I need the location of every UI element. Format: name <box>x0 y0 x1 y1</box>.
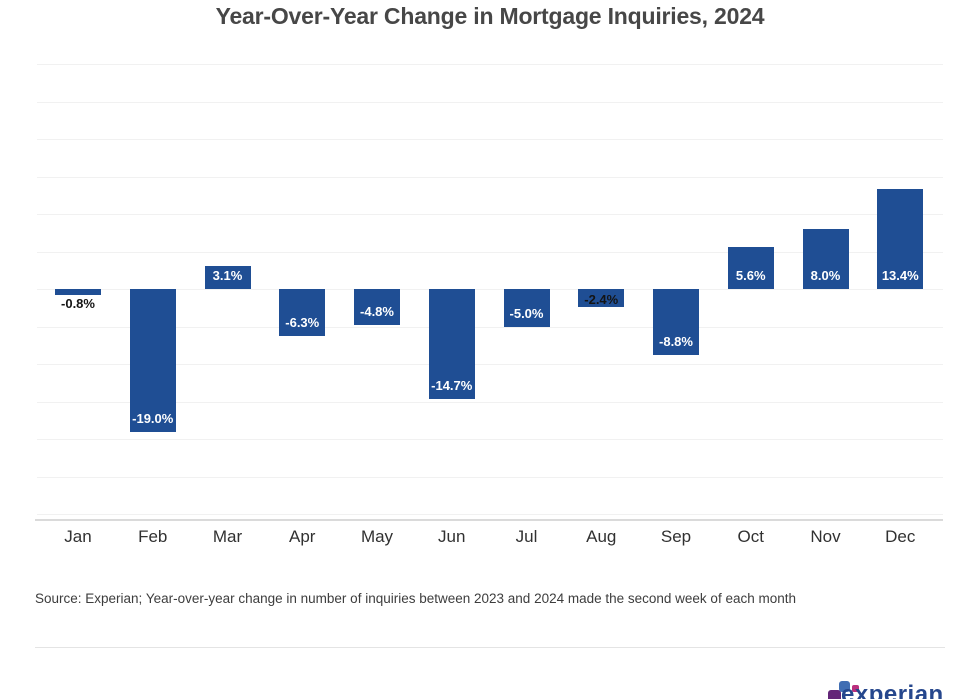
footer-divider <box>35 647 945 648</box>
x-axis-label-jun: Jun <box>438 527 466 546</box>
gridline <box>37 176 943 178</box>
experian-logo: experian <box>828 678 968 699</box>
bar-value-label: -0.8% <box>61 296 95 311</box>
chart-title: Year-Over-Year Change in Mortgage Inquir… <box>215 3 765 29</box>
x-axis-label-oct: Oct <box>737 527 764 546</box>
logo-blue-square-icon <box>839 681 850 692</box>
gridline <box>37 251 943 253</box>
x-axis-label-apr: Apr <box>289 527 316 546</box>
bar-value-label: -8.8% <box>659 334 693 349</box>
bar-aug <box>578 289 625 307</box>
x-axis-label-jan: Jan <box>64 527 92 546</box>
bar-value-label: 13.4% <box>881 268 919 283</box>
bar-value-label: -14.7% <box>431 378 473 394</box>
logo-pink-square-icon <box>852 685 859 692</box>
bar-value-label: 5.6% <box>735 268 766 283</box>
bar-apr <box>279 289 326 337</box>
gridline <box>37 139 943 140</box>
bar-value-label: 8.0% <box>810 268 841 283</box>
bar-jul <box>503 289 550 327</box>
bar-may <box>354 289 400 325</box>
bar-feb <box>129 289 176 432</box>
gridline <box>37 289 943 290</box>
gridline <box>37 64 943 65</box>
gridline <box>37 514 943 515</box>
x-axis-label-jul: Jul <box>515 527 538 546</box>
x-axis-line <box>35 519 943 521</box>
logo-purple-square-icon <box>828 690 841 699</box>
x-axis-label-may: May <box>360 527 394 546</box>
x-axis-label-nov: Nov <box>810 527 841 546</box>
x-axis-label-dec: Dec <box>885 527 916 546</box>
x-axis-label-sep: Sep <box>660 527 692 546</box>
gridline <box>37 101 943 103</box>
bar-value-label: -2.4% <box>584 292 619 307</box>
bar-mar <box>204 265 251 289</box>
bar-nov <box>802 229 849 289</box>
gridline <box>37 214 943 215</box>
bar-jan <box>55 289 101 295</box>
bar-value-label: -6.3% <box>285 315 320 331</box>
bar-jun <box>428 289 475 400</box>
bar-sep <box>653 289 699 355</box>
bar-value-label: -5.0% <box>509 305 544 321</box>
source-note: Source: Experian; Year-over-year change … <box>35 591 796 606</box>
gridline <box>37 401 943 403</box>
bar-oct <box>727 247 774 289</box>
gridline <box>37 364 943 365</box>
gridline <box>37 439 943 440</box>
x-axis-label-aug: Aug <box>586 527 617 546</box>
bar-value-label: 3.1% <box>212 268 243 283</box>
bar-value-label: -4.8% <box>360 304 394 319</box>
bar-dec <box>877 188 924 289</box>
gridline <box>37 476 943 478</box>
gridline <box>37 326 943 328</box>
bar-value-label: -19.0% <box>132 410 174 426</box>
experian-wordmark: experian <box>841 681 944 699</box>
x-axis-label-feb: Feb <box>138 527 168 546</box>
x-axis-label-mar: Mar <box>212 527 243 546</box>
